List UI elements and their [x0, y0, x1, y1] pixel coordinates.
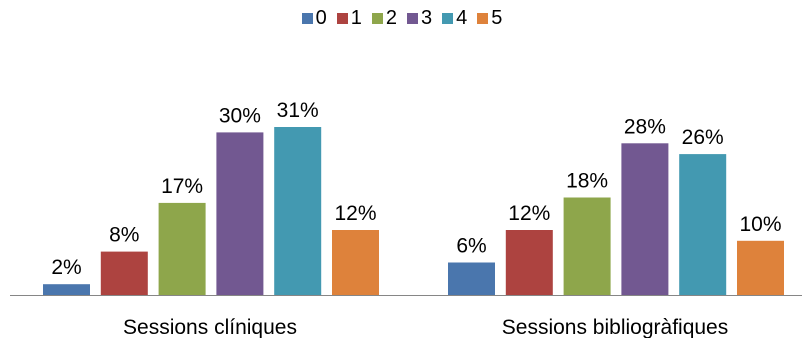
bar-series-3-cat-1 [621, 143, 669, 295]
legend-swatch-4 [442, 12, 454, 24]
legend-swatch-0 [301, 12, 313, 24]
legend: 0 1 2 3 4 5 [0, 7, 804, 29]
legend-item-4: 4 [442, 7, 467, 29]
bar-series-3-cat-0 [216, 132, 264, 295]
data-label-series-2-cat-0: 17% [161, 175, 203, 198]
category-label-1: Sessions bibliogràfiques [502, 316, 728, 338]
bar-series-0-cat-0 [43, 284, 90, 295]
data-label-series-1-cat-1: 12% [508, 202, 550, 225]
legend-swatch-1 [336, 12, 348, 24]
data-label-series-3-cat-1: 28% [624, 115, 666, 138]
data-label-series-4-cat-1: 26% [682, 126, 724, 149]
legend-label-5: 5 [491, 7, 503, 29]
bar-series-0-cat-1 [448, 262, 495, 295]
data-label-series-4-cat-0: 31% [277, 99, 319, 122]
legend-swatch-3 [407, 12, 418, 24]
data-label-series-5-cat-0: 12% [334, 202, 376, 225]
category-label-0: Sessions clíniques [123, 316, 297, 338]
bar-series-4-cat-1 [679, 154, 727, 295]
legend-swatch-2 [371, 12, 383, 24]
legend-swatch-5 [477, 12, 489, 24]
bar-series-1-cat-0 [100, 251, 148, 295]
data-label-series-1-cat-0: 8% [109, 224, 139, 247]
data-label-series-3-cat-0: 30% [219, 104, 261, 127]
bar-series-4-cat-0 [274, 127, 322, 295]
legend-label-2: 2 [385, 7, 397, 29]
legend-item-2: 2 [371, 7, 397, 29]
data-label-series-0-cat-0: 2% [51, 256, 81, 279]
bar-series-1-cat-1 [505, 230, 553, 295]
data-label-series-2-cat-1: 18% [566, 170, 608, 193]
bar-series-5-cat-0 [332, 230, 379, 295]
bar-series-5-cat-1 [737, 240, 784, 295]
legend-label-1: 1 [350, 7, 362, 29]
legend-item-5: 5 [477, 7, 502, 29]
legend-label-4: 4 [456, 7, 468, 29]
legend-item-1: 1 [336, 7, 362, 29]
data-label-series-0-cat-1: 6% [456, 235, 486, 258]
legend-label-3: 3 [421, 7, 433, 29]
data-label-series-5-cat-1: 10% [739, 213, 781, 236]
legend-label-0: 0 [315, 7, 327, 29]
legend-item-0: 0 [301, 7, 327, 29]
legend-item-3: 3 [407, 7, 432, 29]
bar-series-2-cat-1 [563, 197, 611, 295]
bar-series-2-cat-0 [158, 202, 206, 295]
